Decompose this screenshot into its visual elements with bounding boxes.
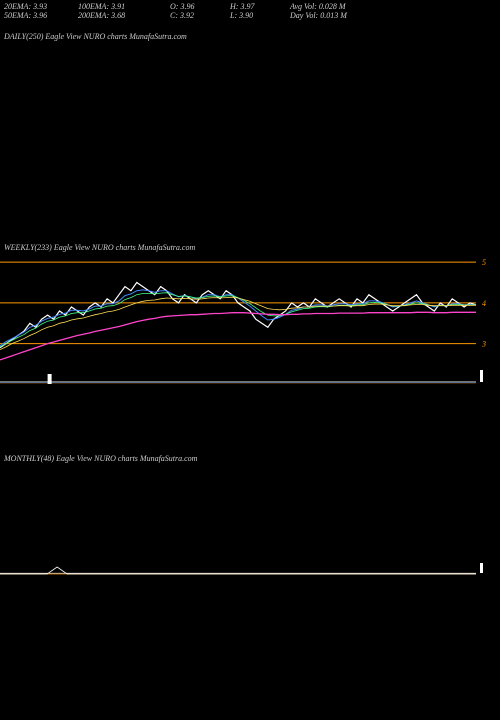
stat-ema100: 100EMA: 3.91 [78,2,166,11]
stat-avgvol: Avg Vol: 0.028 M [290,2,390,11]
stat-high: H: 3.97 [230,2,286,11]
stat-close: C: 3.92 [170,11,226,20]
stat-dayvol: Day Vol: 0.013 M [290,11,390,20]
monthly-chart-panel [0,465,500,615]
svg-text:5: 5 [482,258,486,267]
svg-text:3: 3 [481,340,486,349]
stat-row-2: 50EMA: 3.96 200EMA: 3.68 C: 3.92 L: 3.90… [4,11,496,20]
stat-ema20: 20EMA: 3.93 [4,2,74,11]
stat-ema50: 50EMA: 3.96 [4,11,74,20]
stat-low: L: 3.90 [230,11,286,20]
header-stats: 20EMA: 3.93 100EMA: 3.91 O: 3.96 H: 3.97… [0,0,500,22]
weekly-chart-panel: 5 4 3 [0,254,500,444]
monthly-title: MONTHLY(48) Eagle View NURO charts Munaf… [0,452,500,465]
stat-row-1: 20EMA: 3.93 100EMA: 3.91 O: 3.96 H: 3.97… [4,2,496,11]
weekly-chart-svg: 5 4 3 [0,254,488,384]
stat-ema200: 200EMA: 3.68 [78,11,166,20]
stat-open: O: 3.96 [170,2,226,11]
svg-text:4: 4 [482,299,486,308]
daily-title: DAILY(250) Eagle View NURO charts Munafa… [0,30,500,43]
monthly-chart-svg [0,465,488,575]
weekly-title: WEEKLY(233) Eagle View NURO charts Munaf… [0,241,500,254]
daily-chart-panel [0,43,500,233]
